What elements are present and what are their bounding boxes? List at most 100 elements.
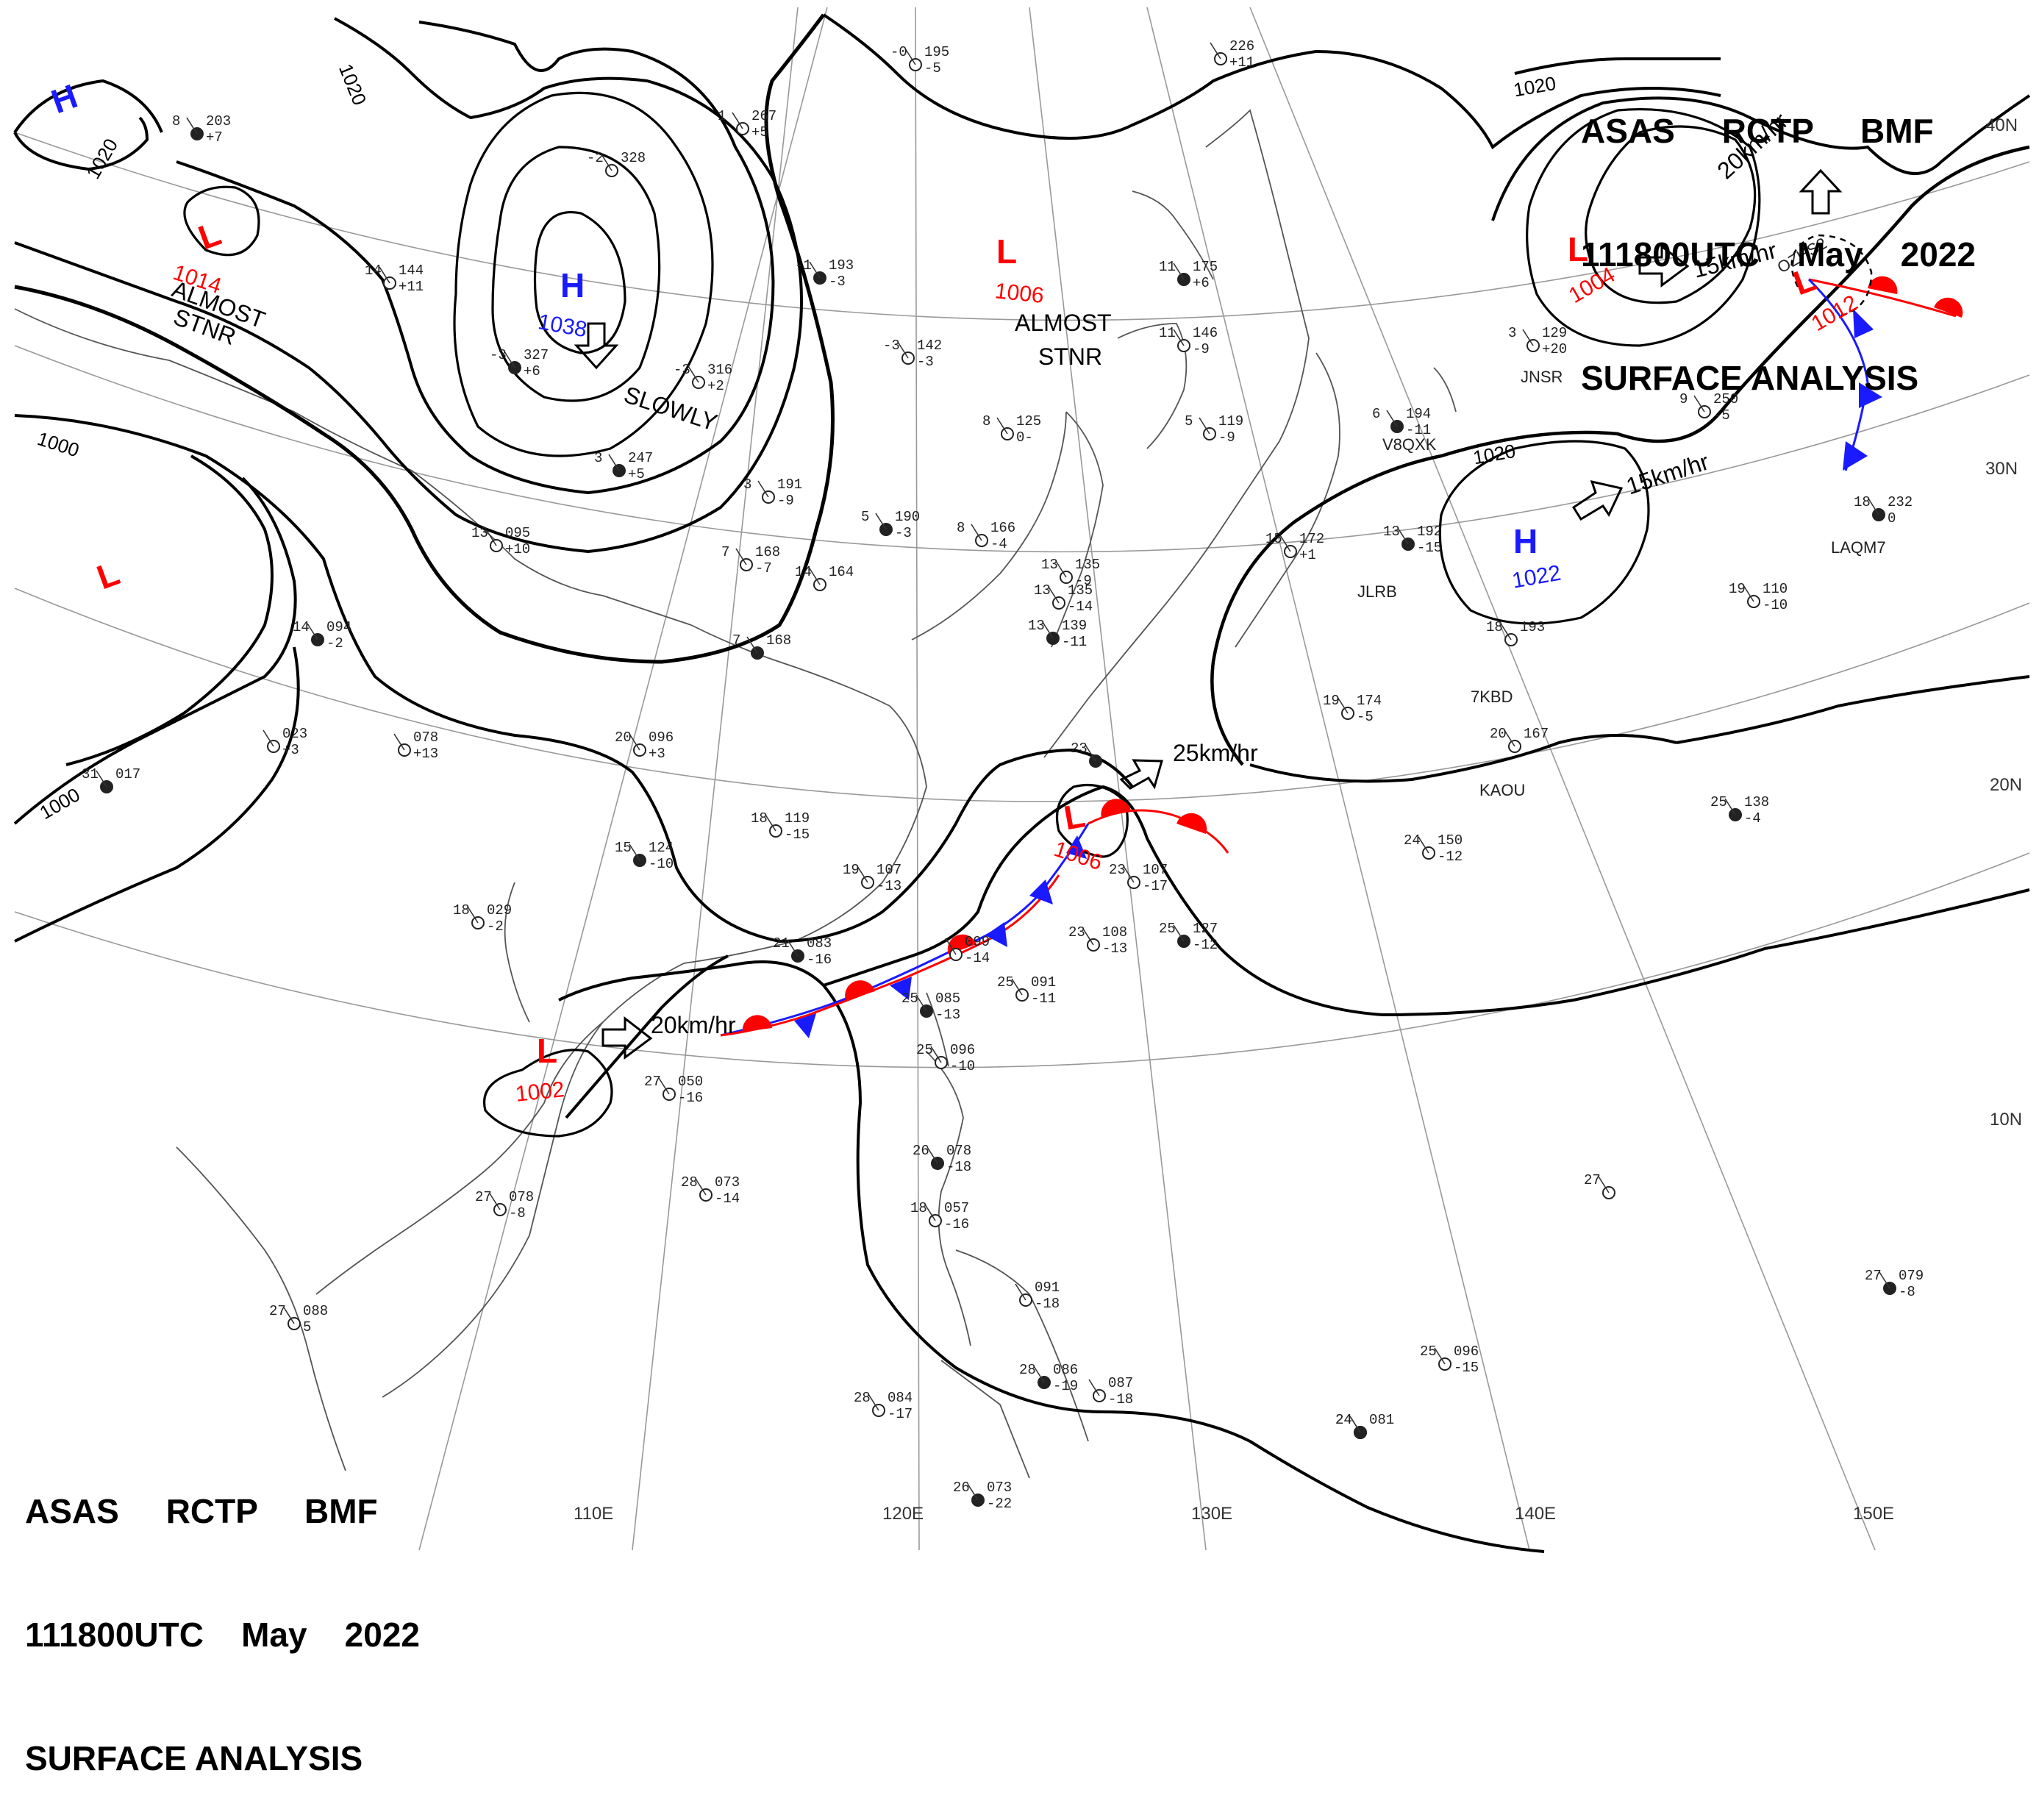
isobars <box>13 13 2031 1553</box>
station-plot: 091-18 <box>1015 1280 1060 1312</box>
lon-label-140e: 140E <box>1515 1504 1556 1524</box>
wind-barb <box>688 365 699 383</box>
station-pressure: 087 <box>1108 1375 1133 1391</box>
station-pressure: 127 <box>1193 921 1218 937</box>
lat-label-10n: 10N <box>1990 1110 2022 1130</box>
station-pressure: 144 <box>399 263 424 279</box>
station-plot: 26 078-18 <box>913 1143 971 1175</box>
station-pressure: 107 <box>876 862 901 878</box>
station-pressure: 096 <box>1454 1343 1479 1360</box>
station-pressure: 138 <box>1744 794 1769 810</box>
wind-barb <box>1173 329 1185 346</box>
header-line-agency: ASAS RCTP BMF <box>1581 112 1934 150</box>
station-temperature: 18 <box>751 810 768 827</box>
high-center-pressure: 1022 <box>1510 561 1563 593</box>
station-temperature: 27 <box>1584 1172 1601 1188</box>
station-pressure-tendency: -16 <box>807 952 832 968</box>
header-line-time: 111800UTC May 2022 <box>1581 235 1976 274</box>
station-pressure: 124 <box>649 840 674 856</box>
station-temperature: -3 <box>883 338 900 354</box>
station-pressure: 091 <box>1035 1280 1060 1296</box>
wind-barb <box>787 939 799 957</box>
station-pressure: 146 <box>1193 325 1218 341</box>
wind-barb <box>695 1178 707 1196</box>
lon-label-130e: 130E <box>1191 1504 1232 1524</box>
station-plot: 3 129+20 <box>1508 325 1567 357</box>
station-plot: 11 175+6 <box>1159 259 1218 291</box>
wind-barb <box>926 1146 938 1164</box>
wind-barb <box>930 1046 942 1063</box>
low-center-pressure: 1002 <box>514 1077 565 1107</box>
wind-barb <box>996 417 1008 435</box>
station-pressure-tendency: -17 <box>1143 878 1168 894</box>
station-pressure-tendency: -10 <box>950 1058 975 1074</box>
station-pressure: 023 <box>282 726 307 742</box>
station-pressure-tendency: -11 <box>1062 634 1087 650</box>
station-pressure-tendency: -7 <box>755 560 772 577</box>
station-temperature: -3 <box>674 362 690 378</box>
station-temperature: 1 <box>718 108 726 124</box>
station-pressure-tendency: -18 <box>946 1159 971 1175</box>
wind-barb <box>746 636 758 654</box>
station-pressure: 096 <box>649 729 674 746</box>
station-pressure: 085 <box>935 991 960 1007</box>
station-pressure-tendency: -9 <box>1075 573 1092 589</box>
wind-barb <box>857 866 868 883</box>
wind-barb <box>924 1204 936 1221</box>
station-pressure: 142 <box>917 338 942 354</box>
station-pressure: 135 <box>1075 557 1100 573</box>
station-pressure: 164 <box>829 564 854 580</box>
station-plot: -0 195-5 <box>890 44 949 76</box>
station-pressure-tendency: 0 <box>1888 510 1896 527</box>
movement-note: SLOWLY <box>621 381 721 436</box>
station-plot: 27 078-8 <box>475 1189 534 1221</box>
station-pressure-tendency: -11 <box>1406 422 1431 438</box>
station-pressure-tendency: -17 <box>888 1406 913 1422</box>
station-code: JNSR <box>1521 368 1563 386</box>
station-pressure-tendency: 0- <box>1016 429 1033 446</box>
station-pressure: 078 <box>509 1189 534 1205</box>
station-plot: 8 203+7 <box>172 113 231 146</box>
station-plot: 18 193 <box>1486 619 1545 646</box>
lon-label-110e: 110E <box>574 1504 613 1524</box>
station-pressure-tendency: -3 <box>917 354 934 370</box>
station-temperature: 25 <box>1710 794 1727 810</box>
station-pressure-tendency: +11 <box>399 279 424 295</box>
station-pressure-tendency: -15 <box>1454 1360 1479 1376</box>
wind-barb <box>1085 744 1096 762</box>
station-pressure-tendency: +13 <box>413 746 438 762</box>
station-pressure-tendency: -22 <box>987 1496 1012 1512</box>
low-center-label: L <box>1568 230 1588 268</box>
station-pressure: 174 <box>1357 693 1382 709</box>
high-center-label: H <box>46 76 82 121</box>
isobar-label: 1020 <box>1512 72 1557 101</box>
station-pressure-tendency: -8 <box>509 1205 526 1221</box>
station-pressure-tendency: -13 <box>935 1007 960 1023</box>
station-temperature: 25 <box>916 1042 933 1058</box>
wind-barb <box>875 513 887 530</box>
wind-barb <box>1210 42 1221 60</box>
wind-barb <box>1337 696 1349 714</box>
wind-barb <box>945 938 957 955</box>
station-pressure: 073 <box>715 1174 740 1191</box>
wind-barb <box>967 1483 979 1501</box>
station-plot: -3 316+2 <box>674 362 732 394</box>
station-pressure: 175 <box>1193 259 1218 275</box>
station-pressure-tendency: -4 <box>1744 810 1761 827</box>
station-temperature: 27 <box>269 1303 286 1319</box>
station-pressure: 267 <box>751 108 776 124</box>
station-plot: 18 029-2 <box>453 902 512 935</box>
station-pressure: 191 <box>777 477 802 493</box>
station-pressure: 232 <box>1888 494 1913 510</box>
station-plot: 25 138-4 <box>1710 794 1769 827</box>
station-pressure-tendency: +6 <box>524 363 540 379</box>
station-code: V8QXK <box>1382 435 1437 454</box>
station-plot: 31 017 <box>82 766 140 793</box>
station-pressure: 247 <box>628 450 653 466</box>
station-temperature: 19 <box>1323 693 1340 709</box>
station-pressure-tendency: -5 <box>1713 407 1730 424</box>
station-pressure: 193 <box>1520 619 1545 635</box>
wind-barb <box>1386 410 1398 427</box>
